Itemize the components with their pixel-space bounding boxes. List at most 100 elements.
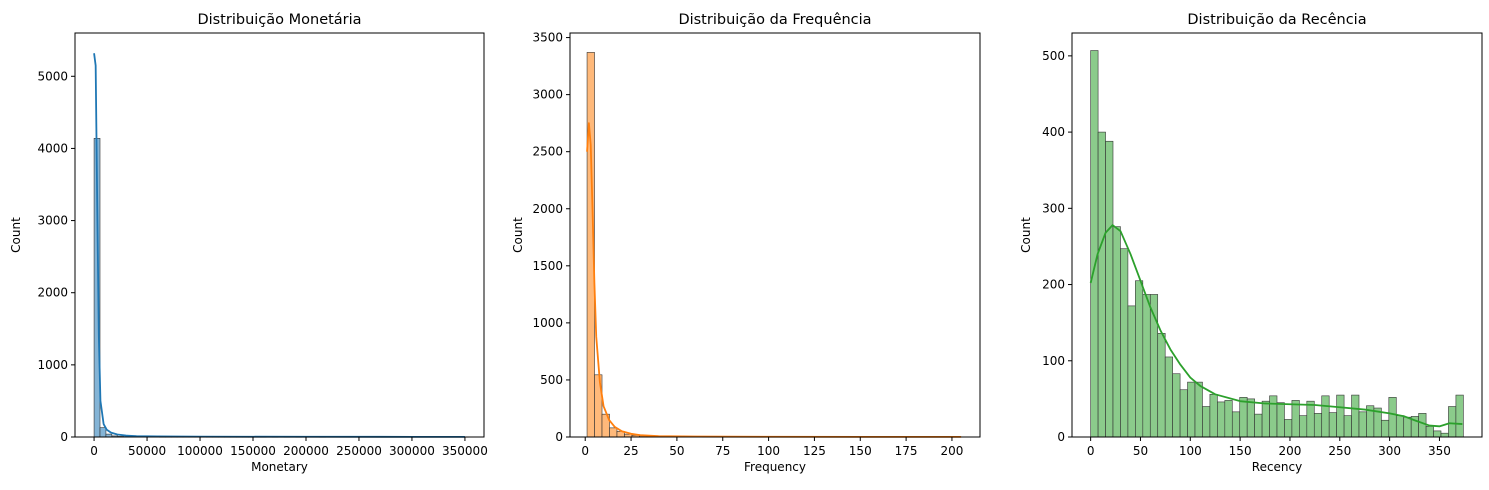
histogram-bar (1120, 248, 1129, 438)
histogram-bar (1358, 411, 1367, 438)
y-tick-label: 100 (1042, 354, 1065, 368)
histogram-bar (1164, 356, 1173, 438)
x-tick-label: 100 (757, 444, 780, 458)
histogram-bar (1112, 226, 1121, 438)
histogram-panel-recency: 0 50 100 150 200 250 300 350 0 100 200 300 400 500 Dis… (1019, 12, 1483, 474)
y-tick-label: 3000 (532, 88, 563, 102)
histogram-bar (1321, 395, 1330, 438)
x-tick-label: 75 (715, 444, 730, 458)
x-tick-label: 200 (1279, 444, 1302, 458)
histogram-bar (609, 427, 618, 438)
histogram-panel-frequency: 0 25 50 75 100 125 150 175 200050010001500200025… (511, 12, 981, 474)
histogram-bar (1284, 419, 1293, 438)
x-tick-label: 50 (1133, 444, 1148, 458)
histogram-bar (1306, 400, 1315, 438)
x-tick-label: 150 (1229, 444, 1252, 458)
histogram-bar (1224, 400, 1233, 438)
histogram-bar (1097, 131, 1106, 438)
histogram-bars (93, 138, 469, 438)
x-tick-label: 50 (669, 444, 684, 458)
x-axis-label: Recency (1252, 460, 1302, 474)
x-tick-label: 175 (895, 444, 918, 458)
x-tick-label: 0 (581, 444, 589, 458)
y-tick-label: 3500 (532, 31, 563, 45)
histogram-bar (1440, 432, 1449, 438)
x-tick-label: 0 (90, 444, 98, 458)
histogram-bar (1291, 400, 1300, 438)
x-tick-label: 100 (1179, 444, 1202, 458)
x-tick-label: 200 (940, 444, 963, 458)
y-tick-label: 3000 (37, 214, 68, 228)
y-axis-label: Count (9, 217, 23, 253)
histogram-bar (1403, 416, 1412, 438)
x-tick-label: 150000 (230, 444, 276, 458)
histogram-bar (1246, 398, 1255, 438)
histogram-bar (1194, 381, 1203, 438)
y-tick-label: 2000 (532, 202, 563, 216)
histogram-bar (1328, 412, 1337, 438)
histogram-bar (1269, 395, 1278, 438)
x-axis-label: Monetary (251, 460, 308, 474)
y-tick-label: 500 (1042, 49, 1065, 63)
x-tick-label: 300000 (389, 444, 435, 458)
histogram-bar (1157, 333, 1166, 438)
histogram-bar (1418, 413, 1427, 438)
histogram-bar (1135, 280, 1144, 438)
histogram-bar (1336, 394, 1345, 438)
histogram-bar (1187, 381, 1196, 438)
histogram-bar (1261, 400, 1270, 438)
histogram-bar (1433, 430, 1442, 438)
histogram-bar (1127, 305, 1136, 438)
y-tick-label: 200 (1042, 278, 1065, 292)
y-tick-label: 4000 (37, 141, 68, 155)
y-tick-label: 500 (540, 373, 563, 387)
histogram-bar (1455, 394, 1464, 438)
y-tick-label: 2500 (532, 145, 563, 159)
histogram-bars (586, 52, 962, 438)
x-tick-label: 100000 (177, 444, 223, 458)
x-tick-label: 250 (1328, 444, 1351, 458)
histogram-bar (1217, 401, 1226, 438)
histogram-bar (1105, 140, 1114, 438)
x-tick-label: 125 (803, 444, 826, 458)
x-tick-label: 350000 (442, 444, 488, 458)
axes-frame (569, 32, 981, 438)
y-tick-label: 1500 (532, 259, 563, 273)
histogram-bar (1209, 394, 1218, 438)
histogram-bar (1343, 415, 1352, 438)
histogram-bar (1299, 415, 1308, 438)
histogram-bar (1202, 406, 1211, 438)
y-axis-label: Count (511, 217, 525, 253)
x-tick-label: 200000 (283, 444, 329, 458)
histogram-bar (1172, 373, 1181, 438)
y-tick-label: 300 (1042, 201, 1065, 215)
histogram-bar (1142, 294, 1151, 438)
y-tick-label: 1000 (532, 316, 563, 330)
x-tick-label: 0 (1087, 444, 1095, 458)
histogram-bar (1351, 394, 1360, 438)
histogram-bar (1395, 415, 1405, 438)
histogram-bar (1179, 389, 1188, 438)
y-axis-label: Count (1019, 217, 1033, 253)
kde-line (586, 122, 962, 438)
histogram-bar (1381, 419, 1390, 438)
y-tick-label: 0 (1057, 430, 1065, 444)
y-tick-label: 400 (1042, 125, 1065, 139)
x-tick-label: 350 (1428, 444, 1451, 458)
kde-line (1089, 224, 1463, 428)
chart-title: Distribuição da Frequência (678, 12, 871, 28)
histogram-bar (1388, 397, 1397, 438)
histogram-bar (1231, 411, 1241, 438)
histogram-bar (1448, 406, 1457, 438)
axes-frame (74, 32, 485, 438)
chart-title: Distribuição da Recência (1187, 12, 1366, 28)
y-tick-label: 5000 (37, 69, 68, 83)
histogram-bar (1254, 413, 1263, 438)
chart-title: Distribuição Monetária (197, 12, 361, 28)
histogram-bar (1425, 426, 1434, 438)
histogram-bar (1239, 397, 1248, 438)
histogram-bar (1313, 413, 1323, 438)
x-tick-label: 25 (623, 444, 638, 458)
y-tick-label: 0 (60, 430, 68, 444)
